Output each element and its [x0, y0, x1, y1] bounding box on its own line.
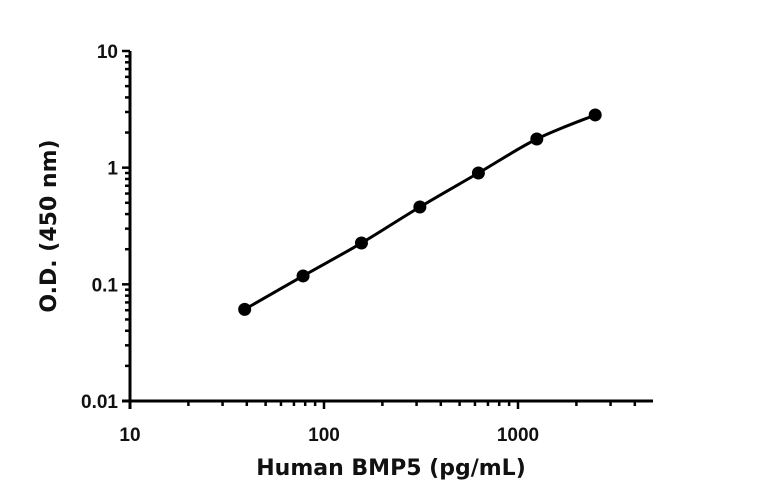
x-axis-title: Human BMP5 (pg/mL): [256, 456, 526, 481]
x-tick-label: 10: [119, 425, 140, 446]
y-tick-label: 0.01: [81, 392, 118, 413]
x-tick-labels: 10 100 1000: [119, 425, 539, 446]
data-point: [238, 302, 252, 316]
data-point: [354, 236, 368, 250]
axes: [122, 51, 653, 409]
y-tick-label: 0.1: [92, 275, 119, 296]
data-point: [471, 166, 485, 180]
data-point: [530, 132, 544, 146]
x-tick-label: 1000: [497, 425, 539, 446]
data-points: [238, 108, 602, 316]
y-tick-label: 10: [97, 42, 118, 63]
y-tick-labels: 0.01 0.1 1 10: [81, 42, 118, 413]
y-tick-label: 1: [107, 159, 118, 180]
data-point: [296, 269, 310, 283]
ticks: [122, 49, 637, 409]
x-tick-label: 100: [308, 425, 340, 446]
data-point: [588, 108, 602, 122]
y-axis-title: O.D. (450 nm): [37, 139, 62, 312]
data-point: [413, 200, 427, 214]
